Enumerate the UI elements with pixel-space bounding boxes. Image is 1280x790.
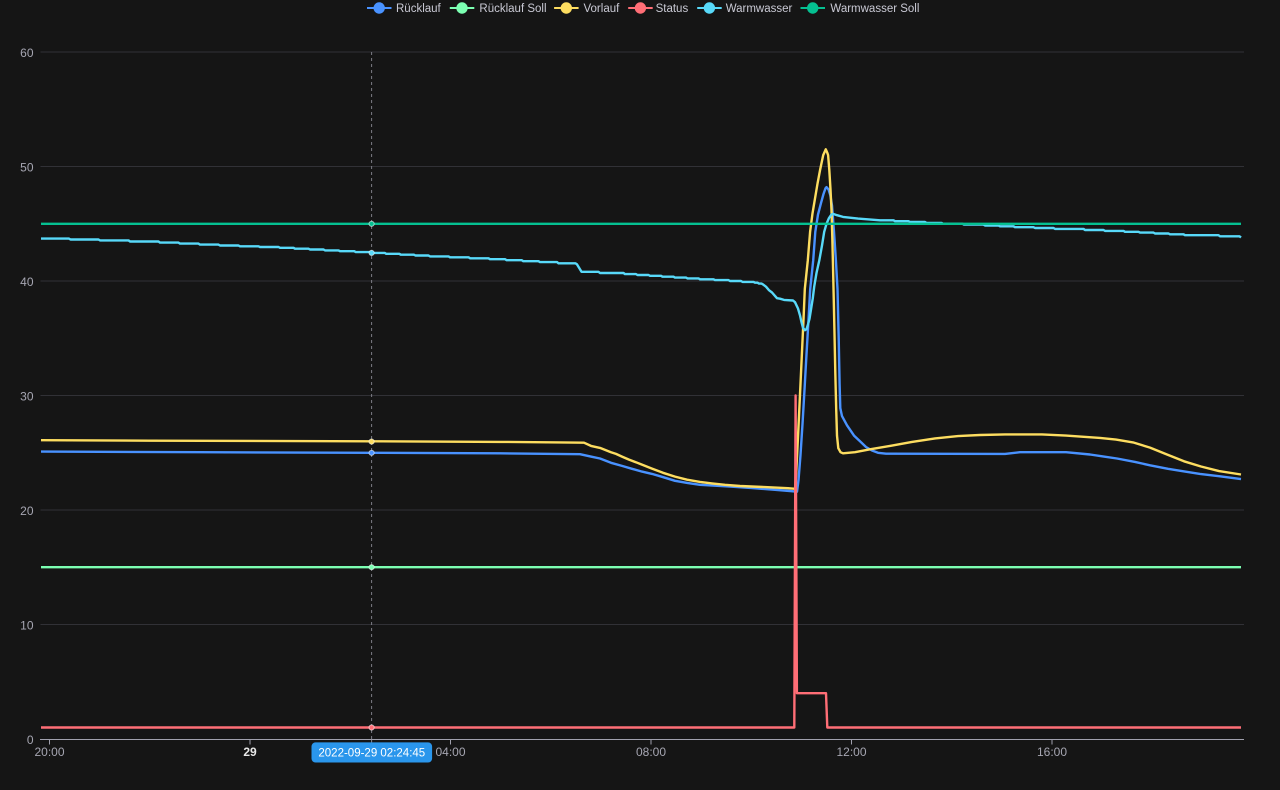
svg-text:20: 20	[20, 504, 34, 518]
svg-text:16:00: 16:00	[1037, 745, 1067, 759]
svg-text:29: 29	[243, 745, 257, 759]
svg-text:30: 30	[20, 389, 34, 403]
svg-text:10: 10	[20, 618, 34, 632]
svg-text:08:00: 08:00	[636, 745, 666, 759]
svg-text:Vorlauf: Vorlauf	[584, 3, 621, 15]
svg-text:60: 60	[20, 46, 34, 60]
svg-text:50: 50	[20, 160, 34, 174]
svg-text:12:00: 12:00	[836, 745, 866, 759]
svg-text:Warmwasser: Warmwasser	[726, 3, 793, 15]
svg-text:Rücklauf: Rücklauf	[396, 3, 442, 15]
svg-text:Status: Status	[656, 3, 689, 15]
svg-text:2022-09-29 02:24:45: 2022-09-29 02:24:45	[318, 748, 425, 760]
svg-text:40: 40	[20, 275, 34, 289]
svg-text:20:00: 20:00	[34, 745, 64, 759]
svg-text:Rücklauf Soll: Rücklauf Soll	[479, 3, 546, 15]
svg-text:0: 0	[27, 733, 34, 747]
svg-text:04:00: 04:00	[435, 745, 465, 759]
svg-text:Warmwasser Soll: Warmwasser Soll	[830, 3, 919, 15]
